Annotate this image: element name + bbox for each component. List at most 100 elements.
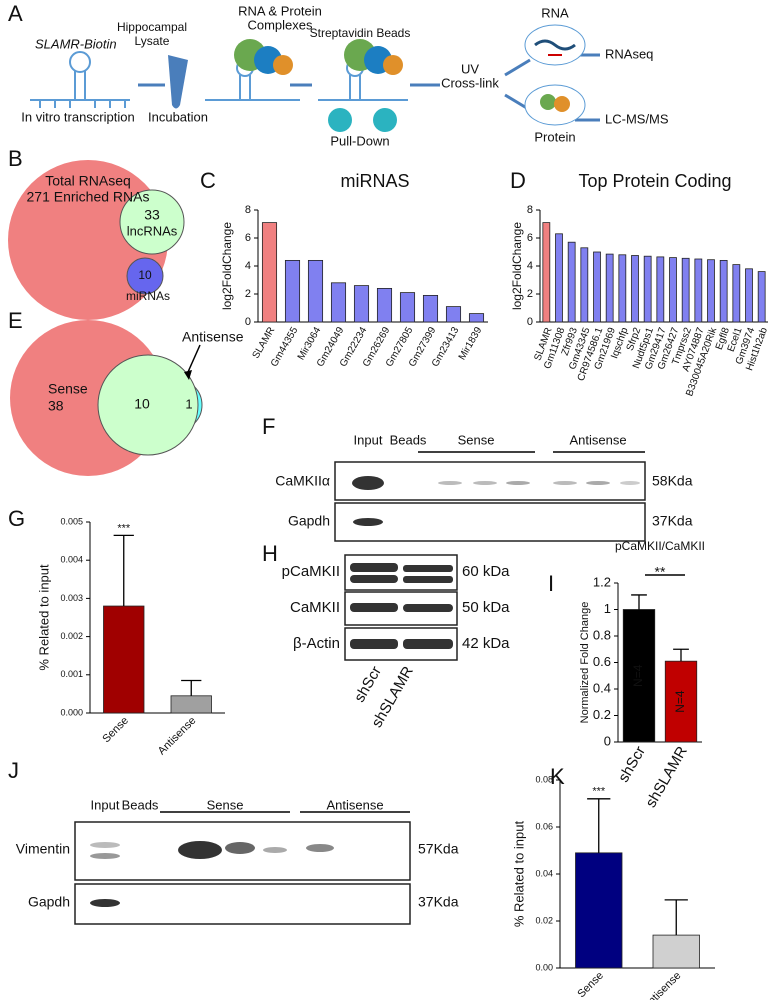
x-tick-label: Sense [100,715,131,746]
step-label: UV [461,61,479,76]
lane-label: Antisense [326,797,383,812]
venn-text: Sense [48,381,88,397]
y-axis-label: % Related to input [511,820,526,927]
size-label: 37Kda [418,894,459,910]
y-tick-label: 1 [604,601,611,616]
y-tick-label: 0 [527,316,533,328]
y-tick-label: 0.2 [593,707,611,722]
y-axis-label: log2FoldChange [510,222,524,310]
panel-label: C [200,168,216,193]
size-label: 42 kDa [462,635,510,652]
y-tick-label: 0.08 [535,774,553,784]
y-tick-label: 2 [245,288,251,300]
venn-text: 10 [134,396,150,412]
bar [399,292,416,323]
step-label: In vitro transcription [21,109,134,124]
y-tick-label: 0.003 [60,593,83,603]
y-tick-label: 4 [527,260,533,272]
panel-label: B [8,146,23,171]
error-bar [631,594,647,610]
lane-label: Beads [122,797,159,812]
venn-text: 38 [48,398,64,414]
row-label: Vimentin [16,841,70,857]
bar [445,306,462,323]
venn-text: 10 [138,268,152,282]
y-tick-label: 0.000 [60,707,83,717]
step-label: Pull-Down [330,133,389,148]
error-bar [587,798,611,853]
step-label: Streptavidin Beads [310,26,411,40]
panel-label: I [548,571,554,596]
lane-label: Beads [390,432,427,447]
row-label: β-Actin [293,635,340,652]
venn-b-shapes [8,160,185,320]
step-label: Lysate [135,34,170,48]
panel-label: E [8,308,23,333]
y-tick-label: 0.001 [60,669,83,679]
size-label: 60 kDa [462,563,510,580]
step-label: RNA & Protein [238,3,322,18]
bar [330,282,347,323]
x-tick-label: Antisense [156,715,199,758]
lane-label: Sense [207,797,244,812]
step-label: Incubation [148,109,208,124]
y-tick-label: 0.6 [593,654,611,669]
venn-e-shapes [10,320,203,476]
step-label: Cross-link [441,75,499,90]
panel-label: K [550,764,565,789]
error-bar [664,899,688,936]
significance: ** [655,564,666,580]
bar [170,695,212,714]
output-result: RNAseq [605,46,653,61]
x-tick-label: Antisense [641,970,684,1000]
y-tick-label: 4 [245,260,251,272]
panel-label: J [8,758,19,783]
venn-text: lncRNAs [127,223,178,238]
bar [707,259,715,323]
bar [669,257,677,323]
bar-label: N=4 [673,690,687,713]
y-axis-label: % Related to input [36,564,51,671]
y-tick-label: 2 [527,288,533,300]
y-tick-label: 0.4 [593,680,611,695]
y-axis-label: log2FoldChange [220,222,234,310]
lane-label: Sense [458,432,495,447]
row-label: Gapdh [288,513,330,529]
blot-f [334,451,646,542]
bar [656,256,665,323]
y-axis-label: Normalized Fold Change [579,602,591,724]
bar [593,251,601,323]
y-tick-label: 1.2 [593,574,611,589]
bar [542,222,551,323]
venn-text: Total RNAseq [45,173,131,189]
bar [719,259,728,323]
probe-label: SLAMR-Biotin [35,36,117,51]
panel-label: F [262,414,275,439]
bar [284,259,301,323]
chart-title: Top Protein Coding [578,171,731,191]
bar [567,241,576,323]
chart-title: pCaMKII/CaMKII [615,539,705,553]
row-label: CaMKIIα [275,473,330,489]
lane-label: Input [354,432,383,447]
error-bar [673,648,689,662]
size-label: 58Kda [652,473,693,489]
workflow-objects [168,24,586,132]
blot-h [344,554,458,661]
bar [261,222,278,323]
bar [694,258,703,323]
x-tick-label: Sense [575,970,606,1000]
row-label: Gapdh [28,894,70,910]
y-tick-label: 0.8 [593,627,611,642]
bar [757,271,766,323]
y-tick-label: 6 [245,232,251,244]
bar [664,660,698,743]
bar [681,257,690,323]
significance: *** [592,786,606,798]
venn-text: Antisense [182,329,244,345]
bar [575,852,623,969]
y-tick-label: 0.004 [60,555,83,565]
bar [643,255,652,323]
